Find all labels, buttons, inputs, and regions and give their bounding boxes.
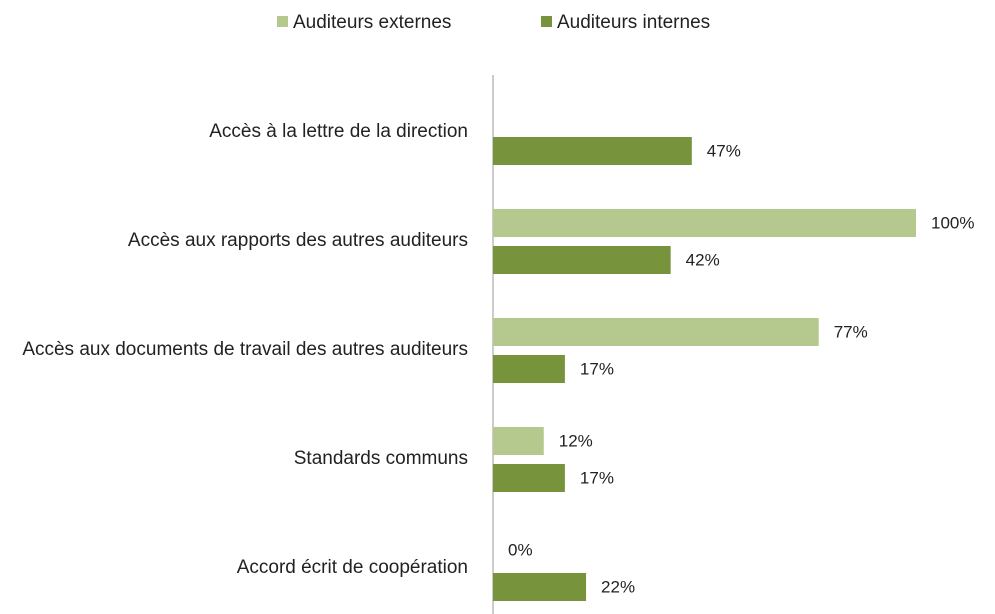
value-label: 42% [686, 250, 720, 269]
bar [493, 427, 544, 455]
category-label: Accès à la lettre de la direction [209, 121, 468, 142]
bar [493, 318, 819, 346]
value-label: 12% [559, 431, 593, 450]
legend-swatch [541, 16, 552, 27]
category-label: Accès aux rapports des autres auditeurs [128, 230, 468, 251]
value-label: 77% [834, 322, 868, 341]
value-label: 100% [931, 213, 974, 232]
value-label: 22% [601, 577, 635, 596]
bar [493, 355, 565, 383]
category-label: Accès aux documents de travail des autre… [22, 339, 468, 360]
category-label: Standards communs [294, 448, 468, 469]
value-label: 17% [580, 468, 614, 487]
legend-swatch [277, 16, 288, 27]
value-label: 47% [707, 141, 741, 160]
bar [493, 137, 692, 165]
category-label: Accord écrit de coopération [237, 557, 468, 578]
legend-label: Auditeurs externes [293, 12, 451, 33]
value-label: 17% [580, 359, 614, 378]
bar [493, 573, 587, 601]
value-label: 0% [508, 540, 533, 559]
legend-label: Auditeurs internes [557, 12, 710, 33]
bar [493, 209, 916, 237]
bar [493, 464, 565, 492]
bar [493, 246, 671, 274]
